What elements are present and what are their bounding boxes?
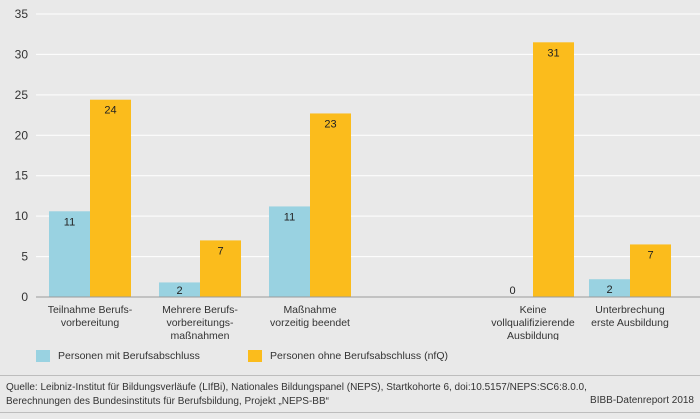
y-tick-label: 0 <box>21 290 28 304</box>
y-tick-label: 10 <box>15 209 29 223</box>
bar-without-degree-3 <box>310 113 351 297</box>
bar-without-degree-4 <box>533 42 574 297</box>
category-label-line: Teilnahme Berufs- <box>48 304 133 316</box>
data-label: 24 <box>104 105 116 117</box>
source-note: Quelle: Leibniz-Institut für Bildungsver… <box>6 381 587 409</box>
category-labels: Teilnahme Berufs-vorbereitung Mehrere Ber… <box>48 304 669 340</box>
category-label-5: Unterbrechung erste Ausbildung <box>591 304 669 329</box>
category-label-3: Maßnahme vorzeitig beendet <box>270 304 350 329</box>
legend-item-series-1: Personen mit Berufsabschluss <box>36 350 200 362</box>
category-label-2: Mehrere Berufs-vorbereitungs-maßnahmen <box>162 304 238 340</box>
divider-line <box>0 375 700 376</box>
source-line-1: Quelle: Leibniz-Institut für Bildungsver… <box>6 382 587 393</box>
gridlines <box>36 13 700 258</box>
bar-without-degree-2 <box>200 240 241 297</box>
data-label: 2 <box>176 285 182 297</box>
data-label: 11 <box>64 216 75 228</box>
category-label-1: Teilnahme Berufs-vorbereitung <box>48 304 133 329</box>
bar-without-degree-1 <box>90 99 131 297</box>
legend-swatch-series-1 <box>36 350 50 362</box>
data-label: 31 <box>547 47 559 59</box>
data-label: 11 <box>284 211 295 223</box>
category-label-line: vorzeitig beendet <box>270 317 350 329</box>
category-label-line: Mehrere Berufs- <box>162 304 238 316</box>
y-tick-label: 15 <box>15 169 29 183</box>
data-labels: 11 2 11 0 2 24 7 23 31 7 <box>64 47 654 297</box>
y-tick-label: 20 <box>15 128 29 142</box>
bar-chart: 0 5 10 15 20 25 30 35 11 2 11 0 2 24 7 23 31 7 Teilnahme… <box>15 7 700 340</box>
category-label-line: Ausbildung <box>507 330 559 340</box>
category-label-line: erste Ausbildung <box>591 317 669 329</box>
y-tick-label: 5 <box>21 250 28 264</box>
y-tick-label: 25 <box>15 88 29 102</box>
category-label-4: Keine vollqualifizierende Ausbildung <box>491 304 575 340</box>
category-label-line: maßnahmen <box>171 330 230 340</box>
bar-with-degree-3 <box>269 206 310 297</box>
bottom-divider-line <box>0 412 700 413</box>
category-label-line: Keine <box>520 304 547 316</box>
category-label-line: Maßnahme <box>283 304 336 316</box>
category-label-line: vorbereitung <box>61 317 120 329</box>
bar-with-degree-2 <box>159 282 200 297</box>
category-label-line: Unterbrechung <box>595 304 665 316</box>
source-line-2: Berechnungen des Bundesinstituts für Ber… <box>6 396 329 407</box>
legend: Personen mit Berufsabschluss Personen oh… <box>36 350 656 366</box>
legend-label-series-1: Personen mit Berufsabschluss <box>58 350 200 362</box>
bar-without-degree-5 <box>630 244 671 297</box>
bar-with-degree-1 <box>49 211 90 297</box>
legend-item-series-2: Personen ohne Berufsabschluss (nfQ) <box>248 350 448 362</box>
bars <box>49 42 671 297</box>
y-tick-label: 35 <box>15 7 29 21</box>
data-label: 23 <box>324 118 336 130</box>
y-tick-label: 30 <box>15 47 29 61</box>
category-label-line: vollqualifizierende <box>491 317 575 329</box>
data-label: 0 <box>509 285 515 297</box>
credit-label: BIBB-Datenreport 2018 <box>590 395 694 406</box>
legend-swatch-series-2 <box>248 350 262 362</box>
category-label-line: vorbereitungs- <box>166 317 234 329</box>
bar-with-degree-5 <box>589 279 630 297</box>
data-label: 2 <box>606 284 612 296</box>
y-axis-ticks: 0 5 10 15 20 25 30 35 <box>15 7 29 304</box>
data-label: 7 <box>647 249 653 261</box>
legend-label-series-2: Personen ohne Berufsabschluss (nfQ) <box>270 350 449 362</box>
data-label: 7 <box>217 245 223 257</box>
